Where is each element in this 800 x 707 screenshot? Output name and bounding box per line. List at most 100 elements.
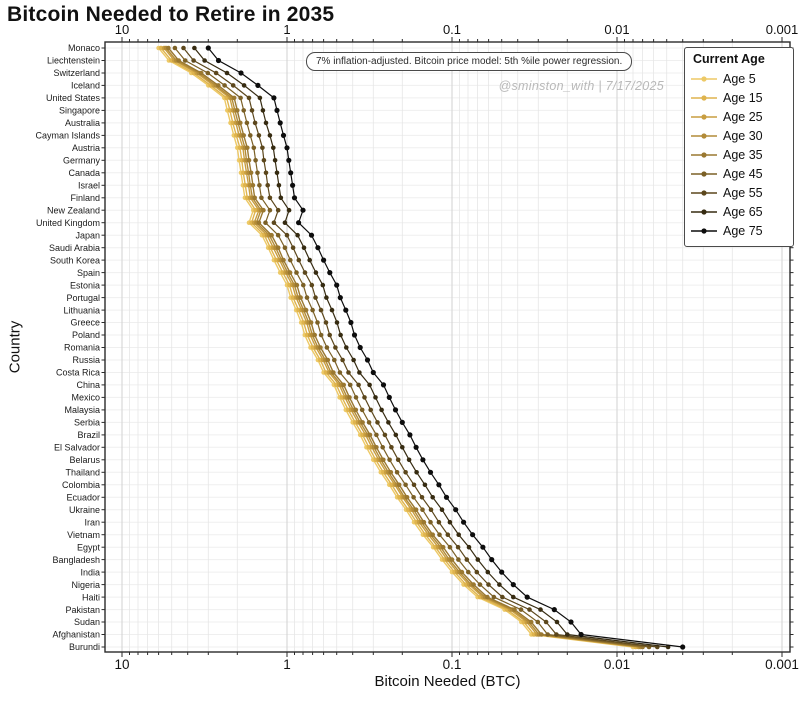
data-point <box>281 257 286 263</box>
data-point <box>332 357 337 363</box>
data-point <box>269 232 274 238</box>
legend-entry-label: Age 65 <box>723 204 763 219</box>
data-point <box>411 495 416 500</box>
data-point <box>271 220 277 225</box>
country-tick-labels: Monaco Liechtenstein Switzerland Iceland Uni… <box>35 43 100 652</box>
data-point <box>331 370 336 375</box>
data-point <box>499 569 505 575</box>
data-point <box>287 270 293 275</box>
data-point <box>351 357 356 363</box>
series-age-75 <box>205 45 686 650</box>
data-point <box>392 407 399 413</box>
data-point <box>340 357 345 363</box>
data-point <box>318 307 324 313</box>
data-point <box>456 532 462 537</box>
data-point <box>288 170 294 176</box>
data-point <box>440 544 446 550</box>
data-point <box>238 120 243 126</box>
data-point <box>307 257 313 263</box>
country-tick-label: Brazil <box>77 430 100 440</box>
data-point <box>288 257 293 263</box>
data-point <box>357 370 362 375</box>
country-tick-label: Spain <box>77 268 100 278</box>
country-tick-label: Saudi Arabia <box>49 243 100 253</box>
x-tick-label-top: 0.01 <box>604 22 629 37</box>
data-point <box>296 257 302 263</box>
data-point <box>308 320 314 325</box>
data-point <box>346 370 351 375</box>
data-point <box>257 95 263 101</box>
data-point <box>428 507 434 512</box>
data-point <box>680 644 686 650</box>
x-axis-label: Bitcoin Needed (BTC) <box>374 673 521 690</box>
series-age-45 <box>172 45 652 650</box>
data-point <box>274 107 280 113</box>
data-point <box>338 332 343 338</box>
data-point <box>539 632 544 637</box>
legend-entry-label: Age 5 <box>723 71 756 86</box>
data-point <box>443 494 450 500</box>
country-tick-label: Iceland <box>71 81 100 91</box>
data-point <box>399 419 405 425</box>
data-point <box>320 282 326 288</box>
data-point <box>267 207 273 213</box>
data-point <box>323 320 329 325</box>
data-point <box>182 58 188 63</box>
data-point <box>244 120 250 126</box>
legend-entry-age-30: Age 30 <box>691 126 787 145</box>
data-point <box>276 183 282 188</box>
data-point <box>224 70 230 76</box>
data-point <box>375 420 380 425</box>
data-point <box>230 83 236 88</box>
data-point <box>280 132 287 138</box>
data-point <box>353 395 359 400</box>
data-point <box>253 158 258 163</box>
data-point <box>296 220 302 226</box>
data-point <box>278 195 284 201</box>
data-point <box>284 145 290 151</box>
grid-columns <box>121 42 783 652</box>
data-point <box>235 108 240 113</box>
data-point <box>249 108 255 113</box>
data-point <box>477 582 483 587</box>
data-point <box>166 45 171 51</box>
country-tick-label: Mexico <box>71 393 100 403</box>
data-point <box>261 207 266 213</box>
data-point <box>256 133 262 138</box>
data-point <box>419 495 425 500</box>
country-tick-label: Poland <box>72 330 100 340</box>
data-point <box>343 307 349 313</box>
country-tick-label: Israel <box>78 181 100 191</box>
data-point <box>374 432 379 438</box>
data-point <box>241 170 246 176</box>
legend-marker-icon <box>691 151 717 158</box>
data-point <box>565 632 570 637</box>
x-tick-labels: 10 10 1 1 0.1 0.1 0.01 0.01 0.001 0.001 <box>114 22 798 672</box>
data-point <box>380 382 387 388</box>
country-tick-label: India <box>80 567 100 577</box>
data-point <box>310 307 315 313</box>
legend-marker-icon <box>691 227 717 234</box>
data-point <box>388 470 394 475</box>
data-point <box>294 282 300 288</box>
data-point <box>381 457 386 463</box>
data-point <box>453 507 459 513</box>
data-point <box>427 469 434 475</box>
data-point <box>275 207 281 213</box>
country-tick-label: Switzerland <box>53 68 100 78</box>
data-point <box>348 319 354 326</box>
data-point <box>551 607 557 613</box>
data-point <box>568 619 574 625</box>
data-point <box>329 307 335 313</box>
legend-entry-label: Age 15 <box>723 90 763 105</box>
data-point <box>489 557 495 563</box>
data-point <box>275 232 281 238</box>
data-point <box>295 232 300 238</box>
chart-title: Bitcoin Needed to Retire in 2035 <box>7 3 335 26</box>
legend-title: Current Age <box>693 52 765 66</box>
data-point <box>272 158 278 163</box>
data-point <box>368 407 374 413</box>
country-tick-label: Burundi <box>69 642 100 652</box>
legend-entry-age-15: Age 15 <box>691 88 787 107</box>
